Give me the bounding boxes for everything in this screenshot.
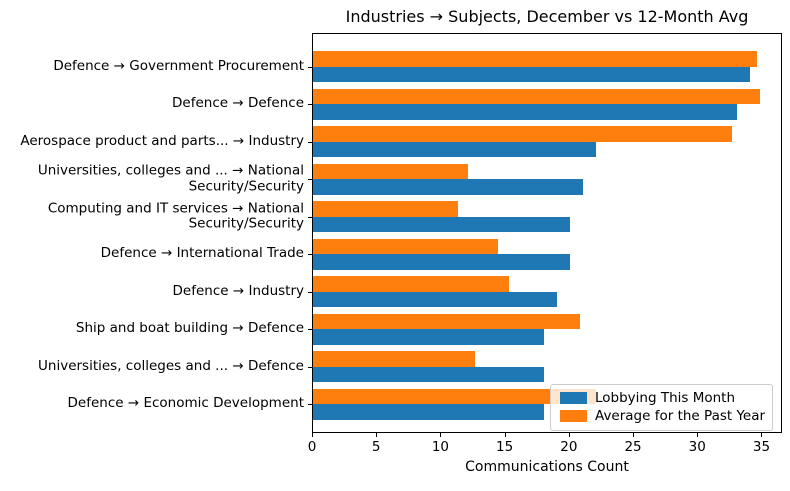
bar-this-month (313, 141, 596, 158)
bar-this-month (313, 291, 557, 308)
x-tick-label: 15 (496, 439, 514, 455)
bar-average (313, 88, 760, 105)
x-tick-label: 25 (624, 439, 642, 455)
legend-label-average: Average for the Past Year (595, 408, 766, 424)
legend-label-this-month: Lobbying This Month (595, 390, 736, 406)
bar-average (313, 51, 758, 67)
x-tick-mark (504, 433, 506, 437)
y-tick-label: Computing and IT services → National Sec… (47, 200, 304, 232)
bar-this-month (313, 216, 570, 233)
legend: Lobbying This Month Average for the Past… (550, 384, 773, 431)
x-tick-mark (697, 433, 699, 437)
x-tick-label: 35 (752, 439, 771, 455)
y-tick-mark (308, 404, 312, 406)
y-tick-mark (308, 291, 312, 293)
plot-area (312, 33, 782, 433)
bar-this-month (313, 366, 545, 383)
legend-swatch-average (560, 410, 587, 422)
x-tick-mark (568, 433, 570, 437)
y-tick-label: Ship and boat building → Defence (75, 320, 304, 337)
y-tick-mark (308, 141, 312, 143)
y-tick-mark (308, 254, 312, 256)
y-tick-label: Defence → International Trade (100, 245, 304, 262)
y-tick-label: Defence → Economic Development (67, 395, 304, 412)
x-tick-label: 5 (371, 439, 381, 455)
x-tick-mark (440, 433, 442, 437)
y-tick-label: Defence → Defence (172, 95, 304, 112)
bar-average (313, 201, 459, 217)
bar-this-month (313, 66, 750, 83)
y-tick-label: Aerospace product and parts... → Industr… (20, 132, 304, 149)
x-tick-label: 20 (560, 439, 578, 455)
x-tick-label: 30 (688, 439, 706, 455)
bar-this-month (313, 404, 545, 420)
y-tick-label: Universities, colleges and ... → Nationa… (37, 162, 304, 195)
x-tick-mark (376, 433, 378, 437)
bar-this-month (313, 104, 737, 120)
x-axis-label: Communications Count (465, 459, 629, 475)
bar-average (313, 126, 732, 142)
bar-average (313, 313, 581, 330)
bar-this-month (313, 179, 583, 195)
bar-average (313, 238, 498, 255)
y-tick-mark (308, 329, 312, 331)
bar-this-month (313, 254, 570, 270)
legend-swatch-this-month (560, 392, 587, 404)
chart-title: Industries → Subjects, December vs 12-Mo… (345, 7, 749, 26)
y-tick-mark (308, 179, 312, 181)
bar-average (313, 276, 510, 292)
bar-this-month (313, 329, 545, 345)
y-tick-label: Defence → Industry (172, 282, 304, 299)
x-tick-mark (761, 433, 763, 437)
legend-item-this-month: Lobbying This Month (560, 389, 764, 407)
x-tick-mark (633, 433, 635, 437)
legend-item-average: Average for the Past Year (560, 407, 766, 425)
bar-average (313, 163, 469, 180)
bar-average (313, 388, 596, 405)
y-tick-mark (308, 216, 312, 218)
y-tick-mark (308, 104, 312, 106)
x-tick-label: 10 (431, 439, 449, 455)
x-tick-label: 0 (307, 439, 317, 455)
bar-average (313, 351, 475, 367)
y-tick-mark (308, 66, 312, 68)
y-tick-label: Defence → Government Procurement (53, 57, 304, 74)
y-tick-label: Universities, colleges and ... → Defence (38, 357, 304, 374)
y-tick-mark (308, 366, 312, 368)
x-tick-mark (312, 433, 313, 437)
